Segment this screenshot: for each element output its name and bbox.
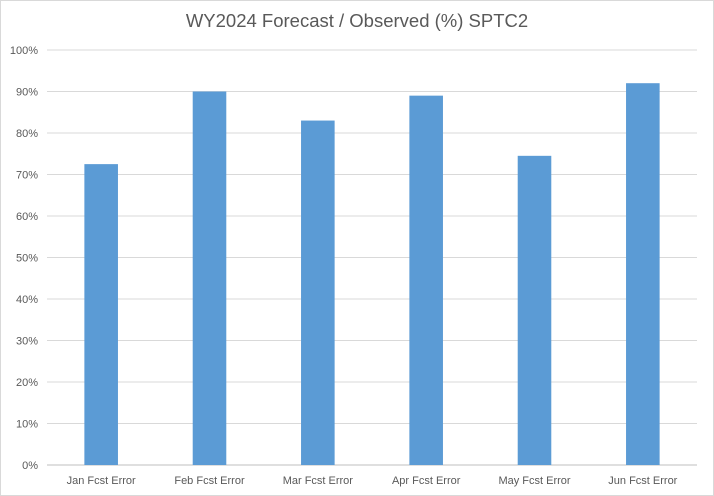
x-tick-label: Jun Fcst Error: [608, 475, 677, 487]
y-tick-label: 50%: [16, 253, 38, 265]
bar: [626, 83, 660, 465]
y-tick-label: 30%: [16, 336, 38, 348]
bar: [192, 91, 227, 465]
y-tick-label: 70%: [16, 170, 38, 182]
y-tick-label: 90%: [16, 87, 38, 99]
y-tick-label: 10%: [16, 419, 38, 431]
x-tick-label: Feb Fcst Error: [174, 475, 245, 487]
bar: [301, 120, 335, 466]
chart-title: WY2024 Forecast / Observed (%) SPTC2: [185, 10, 529, 31]
x-tick-label: May Fcst Error: [498, 475, 570, 487]
x-tick-label: Apr Fcst Error: [392, 475, 461, 487]
bar: [409, 95, 443, 466]
y-tick-label: 80%: [16, 128, 38, 140]
bar: [517, 155, 552, 465]
y-tick-label: 100%: [10, 45, 38, 57]
x-tick-label: Jan Fcst Error: [67, 475, 136, 487]
y-tick-label: 0%: [22, 460, 38, 472]
y-tick-label: 60%: [16, 211, 38, 223]
y-tick-label: 20%: [16, 377, 38, 389]
bar: [84, 164, 118, 465]
x-tick-label: Mar Fcst Error: [283, 475, 354, 487]
y-tick-label: 40%: [16, 294, 38, 306]
